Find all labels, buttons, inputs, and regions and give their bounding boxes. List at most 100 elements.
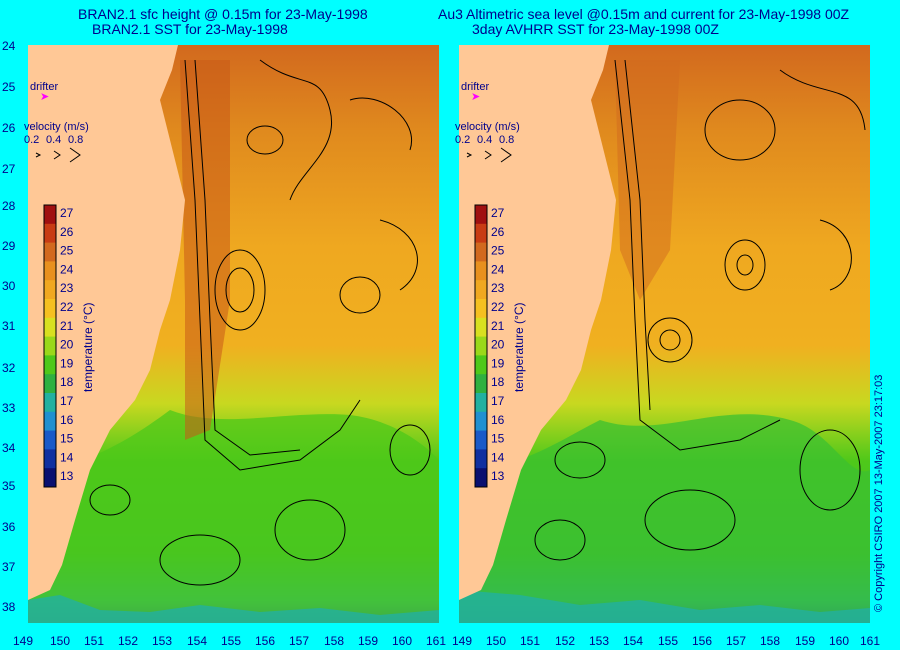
colorbar-swatch	[44, 223, 56, 244]
left-legend: drifter ➤ velocity (m/s) 0.2 0.4 0.8	[24, 81, 89, 163]
colorbar-frame	[43, 204, 57, 488]
x-tick: 157	[289, 634, 309, 648]
colorbar-title: temperature (°C)	[512, 303, 526, 393]
colorbar-swatch	[44, 449, 56, 469]
colorbar-tick: 19	[60, 356, 74, 370]
velocity-value: 0.8	[499, 134, 514, 146]
colorbar-swatch	[475, 468, 487, 488]
velocity-value: 0.2	[455, 134, 470, 146]
colorbar-swatch	[475, 261, 487, 281]
right-legend: drifter ➤ velocity (m/s) 0.2 0.4 0.8	[455, 81, 520, 163]
colorbar-swatch	[475, 223, 487, 244]
y-tick: 36	[2, 520, 16, 534]
colorbar-tick: 14	[60, 450, 74, 464]
y-tick: 27	[2, 162, 16, 176]
colorbar-tick: 24	[491, 262, 505, 276]
colorbar-tick: 20	[60, 338, 74, 352]
colorbar-swatch	[475, 411, 487, 432]
colorbar-swatch	[475, 355, 487, 375]
colorbar-swatch	[475, 449, 487, 469]
colorbar-swatch	[475, 299, 487, 319]
colorbar-tick: 14	[491, 450, 505, 464]
colorbar-swatch	[44, 299, 56, 319]
drifter-label: drifter	[461, 81, 489, 93]
colorbar-tick: 16	[491, 413, 505, 427]
colorbar-swatch	[44, 261, 56, 281]
colorbar-tick: 20	[491, 338, 505, 352]
x-tick: 161	[860, 634, 880, 648]
colorbar-tick: 25	[60, 244, 74, 258]
colorbar-swatch	[44, 430, 56, 450]
colorbar-swatch	[475, 374, 487, 394]
x-tick: 160	[829, 634, 849, 648]
x-tick: 159	[358, 634, 378, 648]
colorbar-swatch	[44, 411, 56, 432]
colorbar-swatch	[44, 242, 56, 262]
colorbar-tick: 16	[60, 413, 74, 427]
velocity-value: 0.4	[477, 134, 492, 146]
colorbar-swatch	[475, 430, 487, 450]
colorbar-swatch	[44, 393, 56, 413]
y-tick: 26	[2, 121, 16, 135]
x-tick: 149	[13, 634, 33, 648]
colorbar-tick: 18	[60, 375, 74, 389]
y-tick: 25	[2, 80, 16, 94]
velocity-arrows-icon	[466, 147, 512, 163]
colorbar-swatch	[475, 242, 487, 262]
y-tick: 31	[2, 319, 16, 333]
x-tick: 155	[221, 634, 241, 648]
y-tick: 38	[2, 600, 16, 614]
colorbar-tick: 18	[491, 375, 505, 389]
colorbar-tick: 17	[491, 394, 505, 408]
colorbar-tick: 17	[60, 394, 74, 408]
x-tick: 150	[50, 634, 70, 648]
colorbar-swatch	[44, 374, 56, 394]
colorbar-tick: 13	[491, 469, 505, 483]
drifter-label: drifter	[30, 81, 58, 93]
x-tick: 152	[555, 634, 575, 648]
x-tick: 157	[726, 634, 746, 648]
colorbar-tick: 21	[60, 319, 74, 333]
x-tick: 156	[692, 634, 712, 648]
colorbar-tick: 23	[60, 281, 74, 295]
velocity-arrows-icon	[35, 147, 81, 163]
colorbar-swatch	[44, 336, 56, 356]
colorbar-swatch	[475, 336, 487, 356]
colorbar-tick: 27	[60, 206, 74, 220]
x-tick: 158	[324, 634, 344, 648]
colorbar-tick: 22	[491, 300, 505, 314]
left-colorbar: 27 26 25 24 23 22 21 20 19 18 17 16 15 14 13 temperatur…	[43, 204, 95, 488]
x-tick: 150	[486, 634, 506, 648]
x-tick: 155	[658, 634, 678, 648]
x-tick: 154	[623, 634, 643, 648]
x-tick: 153	[152, 634, 172, 648]
left-coastline-land	[28, 45, 185, 600]
x-tick: 151	[84, 634, 104, 648]
y-tick: 35	[2, 479, 16, 493]
x-tick: 156	[255, 634, 275, 648]
right-title-line2: 3day AVHRR SST for 23-May-1998 00Z	[472, 21, 719, 37]
colorbar-tick: 23	[491, 281, 505, 295]
colorbar-swatch	[44, 280, 56, 300]
x-tick: 158	[760, 634, 780, 648]
y-tick: 37	[2, 560, 16, 574]
velocity-title: velocity (m/s)	[24, 121, 89, 133]
x-tick: 149	[452, 634, 472, 648]
y-tick: 34	[2, 441, 16, 455]
y-tick: 32	[2, 361, 16, 375]
x-tick: 161	[426, 634, 446, 648]
colorbar-swatch	[44, 468, 56, 488]
left-title-line1: BRAN2.1 sfc height @ 0.15m for 23-May-19…	[78, 6, 368, 22]
x-tick: 159	[795, 634, 815, 648]
colorbar-swatch	[475, 317, 487, 338]
colorbar-swatch	[44, 205, 56, 225]
colorbar-tick: 21	[491, 319, 505, 333]
y-tick: 33	[2, 401, 16, 415]
copyright-text: © Copyright CSIRO 2007 13-May-2007 23:17…	[873, 375, 885, 612]
right-coastline-land	[459, 45, 616, 600]
velocity-value: 0.4	[46, 134, 61, 146]
velocity-value: 0.8	[68, 134, 83, 146]
x-tick: 154	[187, 634, 207, 648]
drifter-icon: ➤	[471, 91, 480, 103]
velocity-title: velocity (m/s)	[455, 121, 520, 133]
